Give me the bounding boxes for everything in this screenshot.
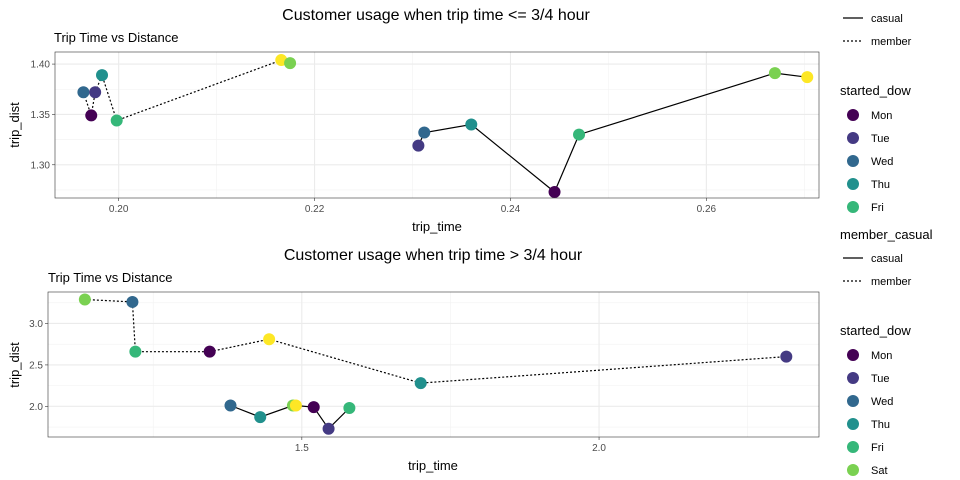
y-tick-label: 3.0 xyxy=(29,319,43,330)
chart-bottom-ticks: 1.5 2.0 2.0 2.5 3.0 xyxy=(29,319,606,454)
chart-bottom: Customer usage when trip time > 3/4 hour… xyxy=(7,227,933,477)
data-point-casual-wed xyxy=(418,126,431,139)
chart-bottom-x-axis-title: trip_time xyxy=(408,458,458,473)
data-point-member-wed xyxy=(126,295,139,308)
legend-casual-label: casual xyxy=(871,13,903,25)
chart-top-x-axis-title: trip_time xyxy=(412,219,462,234)
data-point-casual-thu xyxy=(465,118,478,131)
chart-bottom-legend-color-title: started_dow xyxy=(840,323,911,338)
legend-key-wed xyxy=(847,155,859,167)
y-tick-label: 1.35 xyxy=(31,110,51,121)
legend-label-mon: Mon xyxy=(871,350,892,362)
data-point-casual-thu xyxy=(254,411,267,424)
data-point-member-sun xyxy=(263,333,276,346)
chart-top-legend-color-title: started_dow xyxy=(840,83,911,98)
chart-top-y-axis-title: trip_dist xyxy=(7,102,22,148)
legend-label-fri: Fri xyxy=(871,202,884,214)
legend-key-thu xyxy=(847,178,859,190)
chart-bottom-points xyxy=(78,293,793,435)
x-tick-label: 0.22 xyxy=(305,204,325,215)
data-point-casual-wed xyxy=(224,399,237,412)
legend-label-mon: Mon xyxy=(871,110,892,122)
legend-key-fri xyxy=(847,201,859,213)
legend-casual-label: casual xyxy=(871,253,903,265)
chart-bottom-legend-colors: Mon Tue Wed Thu Fri Sat xyxy=(847,349,893,477)
data-point-casual-mon xyxy=(307,401,320,414)
legend-label-wed: Wed xyxy=(871,396,893,408)
legend-label-tue: Tue xyxy=(871,373,890,385)
data-point-casual-sun xyxy=(289,399,302,412)
chart-top-title: Customer usage when trip time <= 3/4 hou… xyxy=(282,7,590,24)
data-point-member-mon xyxy=(85,109,98,122)
chart-top-legend-colors: Mon Tue Wed Thu Fri xyxy=(847,109,893,214)
data-point-casual-fri xyxy=(573,128,586,141)
data-point-member-thu xyxy=(96,69,109,82)
chart-top-plot-area xyxy=(55,52,819,198)
data-point-casual-sun xyxy=(801,71,814,84)
x-tick-label: 0.24 xyxy=(501,204,521,215)
legend-label-fri: Fri xyxy=(871,442,884,454)
legend-label-thu: Thu xyxy=(871,179,890,191)
legend-member-label: member xyxy=(871,36,912,48)
data-point-casual-sat xyxy=(768,67,781,80)
legend-label-sat: Sat xyxy=(871,465,888,477)
data-point-casual-fri xyxy=(343,402,356,414)
chart-bottom-panel-border xyxy=(47,291,820,438)
data-point-casual-tue xyxy=(322,422,335,435)
x-tick-label: 2.0 xyxy=(592,443,606,454)
legend-key-sat xyxy=(847,464,859,476)
chart-top-subtitle: Trip Time vs Distance xyxy=(54,30,179,45)
legend-label-thu: Thu xyxy=(871,419,890,431)
legend-key-mon xyxy=(847,109,859,121)
chart-bottom-grid xyxy=(48,292,819,437)
chart-top-panel-border xyxy=(54,51,820,199)
data-point-casual-tue xyxy=(412,139,425,152)
chart-bottom-legend-line-title: member_casual xyxy=(840,227,933,242)
y-tick-label: 2.5 xyxy=(29,360,43,371)
legend-key-tue xyxy=(847,132,859,144)
legend-key-fri xyxy=(847,441,859,453)
data-point-member-thu xyxy=(414,377,427,390)
y-tick-label: 2.0 xyxy=(29,402,43,413)
legend-label-tue: Tue xyxy=(871,133,890,145)
data-point-member-tue xyxy=(89,86,102,99)
x-tick-label: 1.5 xyxy=(295,443,309,454)
data-point-member-wed xyxy=(77,86,90,99)
legend-member-label: member xyxy=(871,276,912,288)
legend-key-thu xyxy=(847,418,859,430)
data-point-member-fri xyxy=(129,345,142,358)
y-tick-label: 1.30 xyxy=(31,160,51,171)
data-point-member-fri xyxy=(110,114,123,127)
data-point-member-tue xyxy=(780,350,793,363)
legend-key-wed xyxy=(847,395,859,407)
chart-top-points xyxy=(77,54,814,198)
data-point-member-sat xyxy=(78,293,91,306)
x-tick-label: 0.20 xyxy=(109,204,129,215)
chart-bottom-title: Customer usage when trip time > 3/4 hour xyxy=(284,247,583,264)
y-tick-label: 1.40 xyxy=(31,60,51,71)
chart-bottom-y-axis-title: trip_dist xyxy=(7,342,22,388)
x-tick-label: 0.26 xyxy=(697,204,717,215)
chart-bottom-legend: member_casual casual member started_dow … xyxy=(840,227,933,477)
chart-top-grid xyxy=(55,52,819,198)
chart-top: Customer usage when trip time <= 3/4 hou… xyxy=(7,7,912,234)
legend-label-wed: Wed xyxy=(871,156,893,168)
data-point-casual-mon xyxy=(548,185,561,198)
chart-top-legend: casual member started_dow Mon Tue Wed Thu Fr… xyxy=(840,13,912,214)
legend-key-mon xyxy=(847,349,859,361)
data-point-member-mon xyxy=(203,345,216,358)
chart-top-ticks: 0.20 0.22 0.24 0.26 1.30 1.35 1.40 xyxy=(31,60,717,215)
legend-key-tue xyxy=(847,372,859,384)
data-point-member-sat xyxy=(284,57,297,70)
chart-bottom-subtitle: Trip Time vs Distance xyxy=(48,270,173,285)
